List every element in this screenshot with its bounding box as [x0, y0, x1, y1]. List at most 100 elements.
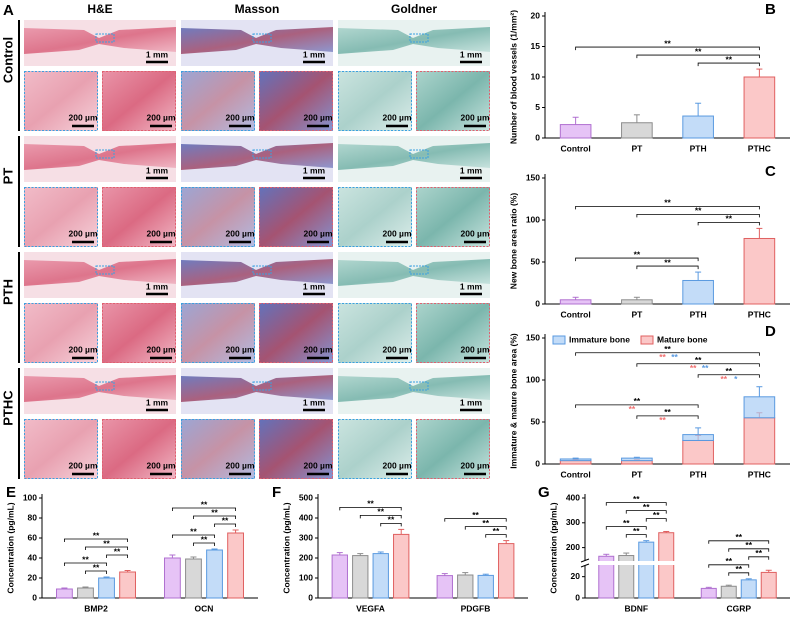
tissue-band — [24, 143, 176, 170]
zoom-image — [416, 419, 490, 479]
bar-segment — [621, 457, 653, 462]
significance-label: ** — [201, 534, 208, 544]
significance-label: ** — [664, 344, 671, 354]
x-tick-label: Control — [561, 309, 591, 319]
bar — [393, 533, 410, 599]
significance-label: ** — [634, 396, 641, 406]
zoom-image — [416, 187, 490, 247]
significance-bracket — [697, 374, 760, 378]
panel-letter: G — [538, 484, 550, 501]
tissue-band — [338, 259, 490, 286]
tissue-band — [24, 27, 176, 54]
mature-significance: ** — [659, 352, 666, 362]
y-tick-label: 0 — [308, 592, 313, 602]
tissue-band — [181, 27, 333, 54]
mature-significance: ** — [629, 404, 636, 414]
y-tick-label: 100 — [526, 214, 540, 224]
zoom-image — [102, 187, 176, 247]
zoom-image — [338, 419, 412, 479]
panel-letter: D — [765, 323, 776, 340]
significance-bracket — [728, 548, 770, 552]
zoom-frame — [416, 419, 490, 479]
significance-bracket — [464, 526, 507, 530]
zoom-image — [338, 303, 412, 363]
column-header: Masson — [235, 2, 280, 16]
x-tick-label: CGRP — [726, 603, 751, 613]
y-tick-label: 15 — [531, 41, 541, 51]
x-tick-label: PTHC — [748, 469, 771, 479]
immature-significance: ** — [671, 352, 678, 362]
mature-significance: ** — [690, 363, 697, 373]
scale-label: 200 µm — [304, 228, 333, 238]
significance-label: ** — [664, 257, 671, 267]
scale-label: 1 mm — [146, 165, 169, 175]
scale-label: 200 µm — [383, 228, 412, 238]
scale-label: 1 mm — [303, 281, 326, 291]
x-tick-label: PT — [631, 469, 643, 479]
zoom-marker — [409, 33, 429, 43]
y-tick-label: 0 — [575, 592, 580, 602]
bar — [743, 237, 776, 305]
bar — [740, 579, 757, 599]
significance-bracket — [575, 352, 760, 356]
significance-label: ** — [93, 562, 100, 572]
significance-label: ** — [735, 564, 742, 574]
y-tick-label: 60 — [28, 532, 38, 542]
zoom-frame — [102, 419, 176, 479]
zoom-image — [181, 187, 255, 247]
y-tick-label: 500 — [299, 492, 313, 502]
row-label: PTHC — [0, 390, 15, 426]
zoom-image — [338, 187, 412, 247]
significance-bracket — [193, 542, 215, 546]
tissue-band — [181, 143, 333, 170]
scale-label: 200 µm — [226, 344, 255, 354]
significance-label: ** — [735, 532, 742, 542]
significance-bracket — [64, 538, 128, 542]
y-tick-label: 0 — [535, 458, 540, 468]
y-tick-label: 400 — [299, 512, 313, 522]
significance-bracket — [575, 206, 760, 210]
zoom-marker — [409, 149, 429, 159]
mature-significance: ** — [659, 415, 666, 425]
x-tick-label: VEGFA — [356, 603, 385, 613]
significance-label: ** — [623, 518, 630, 528]
zoom-frame — [416, 187, 490, 247]
y-tick-label: 100 — [526, 374, 540, 384]
bar-segment — [621, 460, 653, 465]
y-tick-label: 150 — [526, 172, 540, 182]
bar — [682, 279, 714, 305]
bar — [621, 122, 653, 139]
x-tick-label: PT — [631, 143, 643, 153]
scale-label: 200 µm — [147, 228, 176, 238]
x-tick-label: PTH — [690, 469, 707, 479]
significance-label: ** — [472, 510, 479, 520]
significance-bracket — [359, 515, 402, 519]
significance-label: ** — [211, 507, 218, 517]
bar — [760, 571, 777, 599]
immature-significance: ** — [702, 363, 709, 373]
zoom-marker — [252, 33, 272, 43]
significance-bracket — [575, 404, 699, 408]
significance-label: ** — [222, 515, 229, 525]
panel-letter: A — [3, 2, 14, 19]
scale-label: 1 mm — [146, 281, 169, 291]
scale-label: 200 µm — [147, 460, 176, 470]
zoom-image — [24, 419, 98, 479]
significance-bracket — [85, 570, 107, 574]
y-tick-label: 300 — [566, 517, 580, 527]
bar — [185, 558, 202, 599]
significance-label: ** — [190, 526, 197, 536]
zoom-marker — [409, 381, 429, 391]
panel-letter: C — [765, 163, 776, 180]
y-tick-label: 50 — [531, 416, 541, 426]
bar-segment — [743, 417, 776, 465]
scale-label: 200 µm — [226, 460, 255, 470]
zoom-marker — [95, 33, 115, 43]
zoom-frame — [338, 71, 412, 131]
zoom-marker — [95, 265, 115, 275]
scale-label: 200 µm — [226, 228, 255, 238]
zoom-marker — [252, 381, 272, 391]
scale-label: 200 µm — [304, 112, 333, 122]
break-mark — [580, 563, 590, 568]
